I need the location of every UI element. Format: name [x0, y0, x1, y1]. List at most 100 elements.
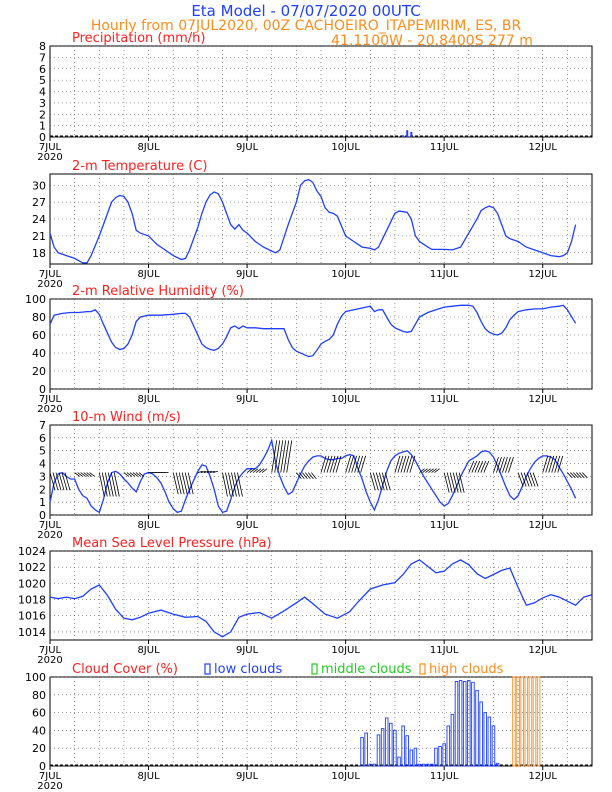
y-tick-label: 6 — [39, 63, 46, 76]
wind-barb — [520, 472, 527, 487]
wind-barb — [58, 472, 65, 491]
wind-barb — [508, 457, 514, 473]
wind-barb — [579, 472, 585, 479]
y-tick-label: 2 — [39, 483, 46, 496]
cloud-bar-low — [380, 728, 385, 767]
y-tick-label: 1 — [39, 120, 46, 133]
wind-barb — [203, 470, 209, 473]
wind-barb — [311, 472, 317, 479]
x-tick-label: 11JUL — [430, 645, 459, 656]
cloud-bar-low — [491, 725, 496, 767]
cloud-bar-low — [434, 747, 438, 767]
wind-barb — [428, 468, 434, 473]
wind-barb — [83, 472, 89, 477]
wind-barb — [181, 472, 188, 495]
x-tick-label: 12JUL — [528, 142, 557, 153]
wind-barb — [369, 472, 376, 491]
wind-barb — [480, 460, 487, 473]
x-tick-label: 9JUL — [236, 645, 259, 656]
wind-barb — [357, 455, 364, 473]
x-tick-label: 7JUL — [39, 269, 62, 280]
panel-title: Cloud Cover (%) — [72, 662, 178, 677]
wind-barb — [496, 457, 502, 473]
y-tick-label: 2 — [39, 108, 46, 121]
wind-barb — [360, 455, 367, 473]
cloud-bar-low — [446, 725, 451, 767]
y-tick-label: 1 — [39, 496, 46, 509]
y-tick-label: 18 — [32, 247, 46, 260]
wind-barb — [348, 455, 355, 473]
wind-barb — [403, 455, 410, 473]
cloud-bar-low — [368, 763, 373, 767]
y-tick-label: 20 — [32, 742, 46, 755]
cloud-bar-low — [389, 722, 393, 767]
y-tick-label: 7 — [39, 419, 46, 432]
y-tick-label: 24 — [32, 213, 46, 226]
wind-barb — [354, 455, 361, 473]
series-line-mslp — [49, 559, 593, 638]
cloud-bar-low — [397, 756, 401, 767]
x-tick-label: 8JUL — [137, 645, 160, 656]
wind-barb — [455, 472, 462, 493]
wind-barb — [502, 457, 508, 473]
y-tick-label: 1018 — [18, 594, 46, 607]
cloud-bar-low — [430, 763, 434, 767]
wind-barb — [246, 468, 253, 473]
wind-barb — [113, 472, 120, 497]
wind-barb — [381, 472, 388, 491]
cloud-bar-low — [475, 689, 479, 767]
wind-barb — [326, 455, 333, 473]
wind-barb — [425, 468, 431, 473]
chart-title: Eta Model - 07/07/2020 00UTC — [191, 2, 420, 20]
wind-barb — [212, 470, 218, 473]
cloud-bar-low — [393, 729, 397, 767]
cloud-bar-low — [421, 763, 426, 767]
x-tick-label: 10JUL — [331, 645, 360, 656]
x-tick-label: 9JUL — [236, 394, 259, 405]
cloud-bar-low — [471, 681, 475, 767]
wind-barb — [570, 472, 576, 479]
wind-barb — [277, 440, 284, 473]
y-tick-label: 80 — [32, 311, 46, 324]
x-tick-label: 8JUL — [137, 520, 160, 531]
precip-bar — [406, 130, 409, 137]
x-tick-label: 12JUL — [528, 771, 557, 782]
panel-title: 2-m Relative Humidity (%) — [72, 284, 244, 299]
wind-barb — [422, 468, 428, 473]
x-tick-label: 11JUL — [430, 394, 459, 405]
y-tick-label: 1020 — [18, 577, 46, 590]
cloud-bar-high — [520, 676, 524, 767]
wind-barb — [110, 472, 117, 497]
wind-barb — [237, 472, 243, 497]
y-tick-label: 4 — [39, 458, 46, 471]
precip-bar — [369, 136, 372, 137]
wind-barb — [280, 440, 287, 473]
wind-barb — [335, 455, 342, 473]
wind-barb — [249, 468, 256, 473]
y-tick-label: 0 — [39, 509, 46, 522]
x-tick-label: 10JUL — [331, 520, 360, 531]
cloud-bar-low — [417, 763, 422, 767]
wind-barb — [255, 468, 262, 473]
x-tick-label: 11JUL — [430, 520, 459, 531]
y-tick-label: 1016 — [18, 610, 46, 623]
wind-barb — [573, 472, 579, 479]
cloud-bar-low — [495, 762, 500, 767]
wind-barb — [225, 472, 231, 497]
x-tick-label: 7JUL — [39, 142, 62, 153]
wind-barb — [197, 470, 203, 473]
wind-barb — [554, 455, 561, 473]
wind-barb — [582, 472, 588, 479]
cloud-bar-low — [372, 763, 377, 767]
y-tick-label: 4 — [39, 86, 46, 99]
y-tick-label: 6 — [39, 432, 46, 445]
precip-bar — [410, 131, 413, 137]
year-label: 2020 — [37, 404, 62, 415]
y-tick-label: 60 — [32, 707, 46, 720]
wind-barb — [576, 472, 582, 479]
legend-swatch — [204, 663, 211, 675]
wind-barb — [206, 470, 212, 473]
wind-barb — [548, 455, 555, 473]
station-coords: 41.1100W - 20.8400S 277 m — [331, 33, 533, 49]
